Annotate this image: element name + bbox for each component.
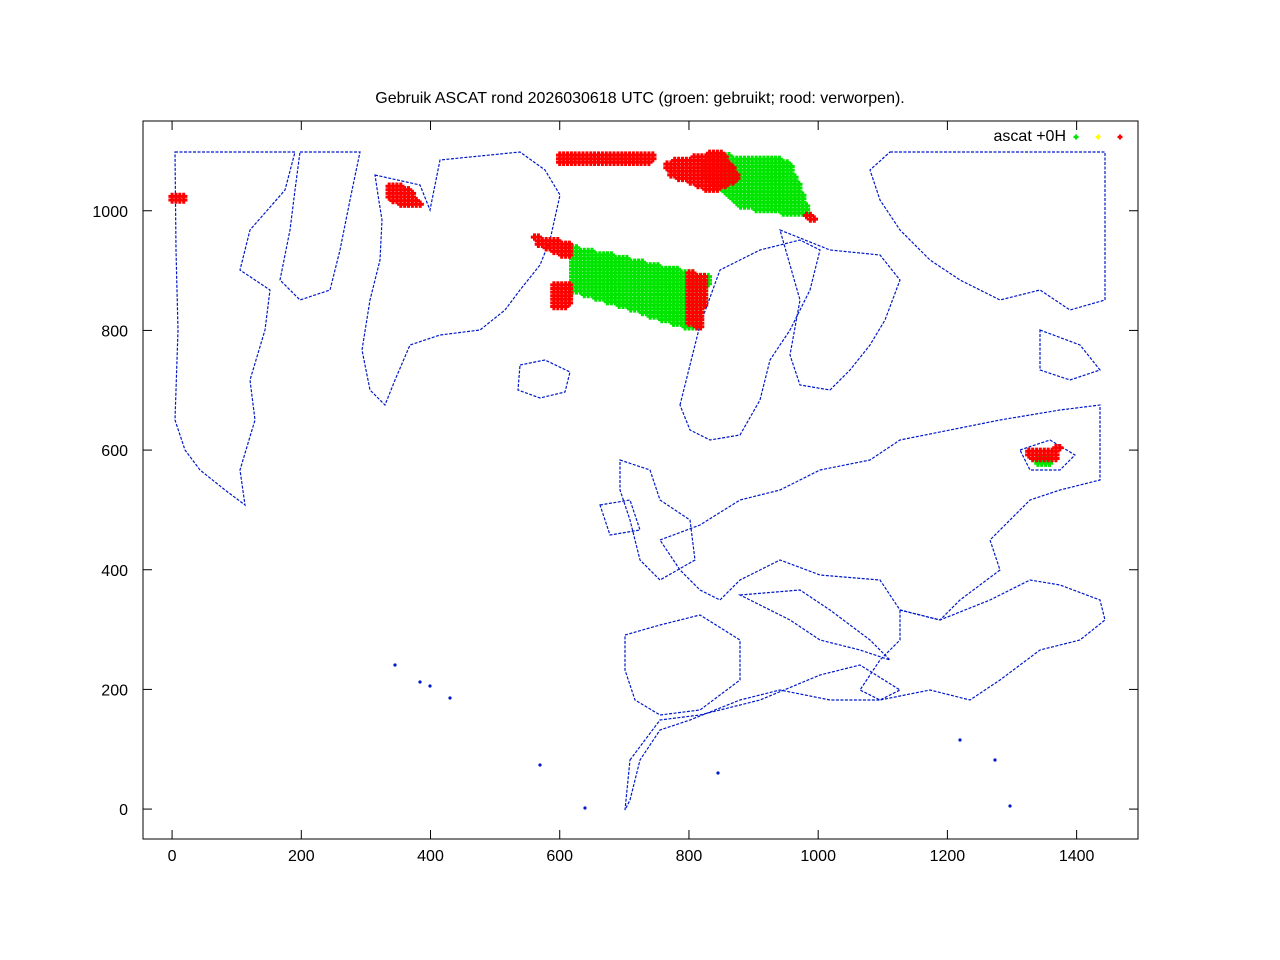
x-tick-label: 600 bbox=[546, 848, 573, 865]
coastline bbox=[779, 228, 901, 391]
y-tick-label: 600 bbox=[101, 443, 128, 460]
coastline bbox=[174, 151, 296, 507]
x-tick-label: 1400 bbox=[1059, 848, 1095, 865]
axis-ticks: 0 200 400 600 800 1000 1200 1400 0 200 400 600 800 10… bbox=[92, 121, 1138, 865]
y-tick-label: 400 bbox=[101, 563, 128, 580]
legend-marker-intermediate bbox=[1095, 134, 1101, 140]
island-dot bbox=[393, 663, 397, 667]
observation-points bbox=[168, 149, 1064, 467]
coastline bbox=[737, 589, 891, 661]
island-dot bbox=[448, 696, 452, 700]
y-tick-label: 800 bbox=[101, 323, 128, 340]
coastline-map bbox=[174, 151, 1106, 811]
x-tick-label: 400 bbox=[417, 848, 444, 865]
obs-point-cluster bbox=[802, 211, 818, 223]
obs-point-cluster bbox=[556, 151, 657, 166]
coastline bbox=[619, 459, 696, 581]
legend-label: ascat +0H bbox=[994, 128, 1066, 145]
x-tick-label: 200 bbox=[288, 848, 315, 865]
island-dot bbox=[428, 684, 432, 688]
coastline bbox=[624, 664, 902, 811]
obs-point-cluster bbox=[550, 281, 574, 311]
obs-point-cluster bbox=[685, 269, 709, 331]
coastline bbox=[361, 151, 561, 407]
obs-point-cluster bbox=[530, 233, 574, 259]
coastline bbox=[279, 151, 361, 301]
coastline bbox=[624, 614, 741, 716]
legend-marker-rejected bbox=[1117, 134, 1123, 140]
y-tick-label: 200 bbox=[101, 682, 128, 699]
coastline bbox=[679, 239, 821, 441]
island-dot bbox=[583, 806, 587, 810]
coastline bbox=[859, 579, 1106, 701]
island-dot bbox=[716, 771, 720, 775]
obs-point-cluster bbox=[385, 182, 424, 208]
coastline bbox=[659, 404, 1101, 621]
x-tick-label: 1000 bbox=[800, 848, 836, 865]
series-used bbox=[569, 152, 1054, 467]
y-tick-label: 1000 bbox=[92, 204, 128, 221]
island-dot bbox=[993, 758, 997, 762]
x-tick-label: 800 bbox=[676, 848, 703, 865]
series-rejected bbox=[168, 149, 1064, 463]
y-tick-label: 0 bbox=[119, 802, 128, 819]
x-tick-label: 1200 bbox=[930, 848, 966, 865]
coastline bbox=[869, 151, 1106, 311]
obs-point-cluster bbox=[569, 244, 712, 331]
island-dot bbox=[538, 763, 542, 767]
obs-point-cluster bbox=[663, 149, 741, 193]
coastline bbox=[1039, 329, 1102, 381]
island-dot bbox=[418, 680, 422, 684]
obs-point-cluster bbox=[1025, 444, 1064, 463]
coastline bbox=[517, 359, 571, 399]
obs-point-cluster bbox=[168, 192, 188, 204]
x-tick-label: 0 bbox=[168, 848, 177, 865]
coastline bbox=[599, 499, 641, 536]
island-dot bbox=[958, 738, 962, 742]
legend-marker-used bbox=[1073, 134, 1079, 140]
chart-title: Gebruik ASCAT rond 2026030618 UTC (groen… bbox=[375, 90, 904, 107]
legend: ascat +0H bbox=[994, 128, 1123, 145]
plot-frame bbox=[142, 120, 1139, 840]
island-dot bbox=[1008, 804, 1012, 808]
